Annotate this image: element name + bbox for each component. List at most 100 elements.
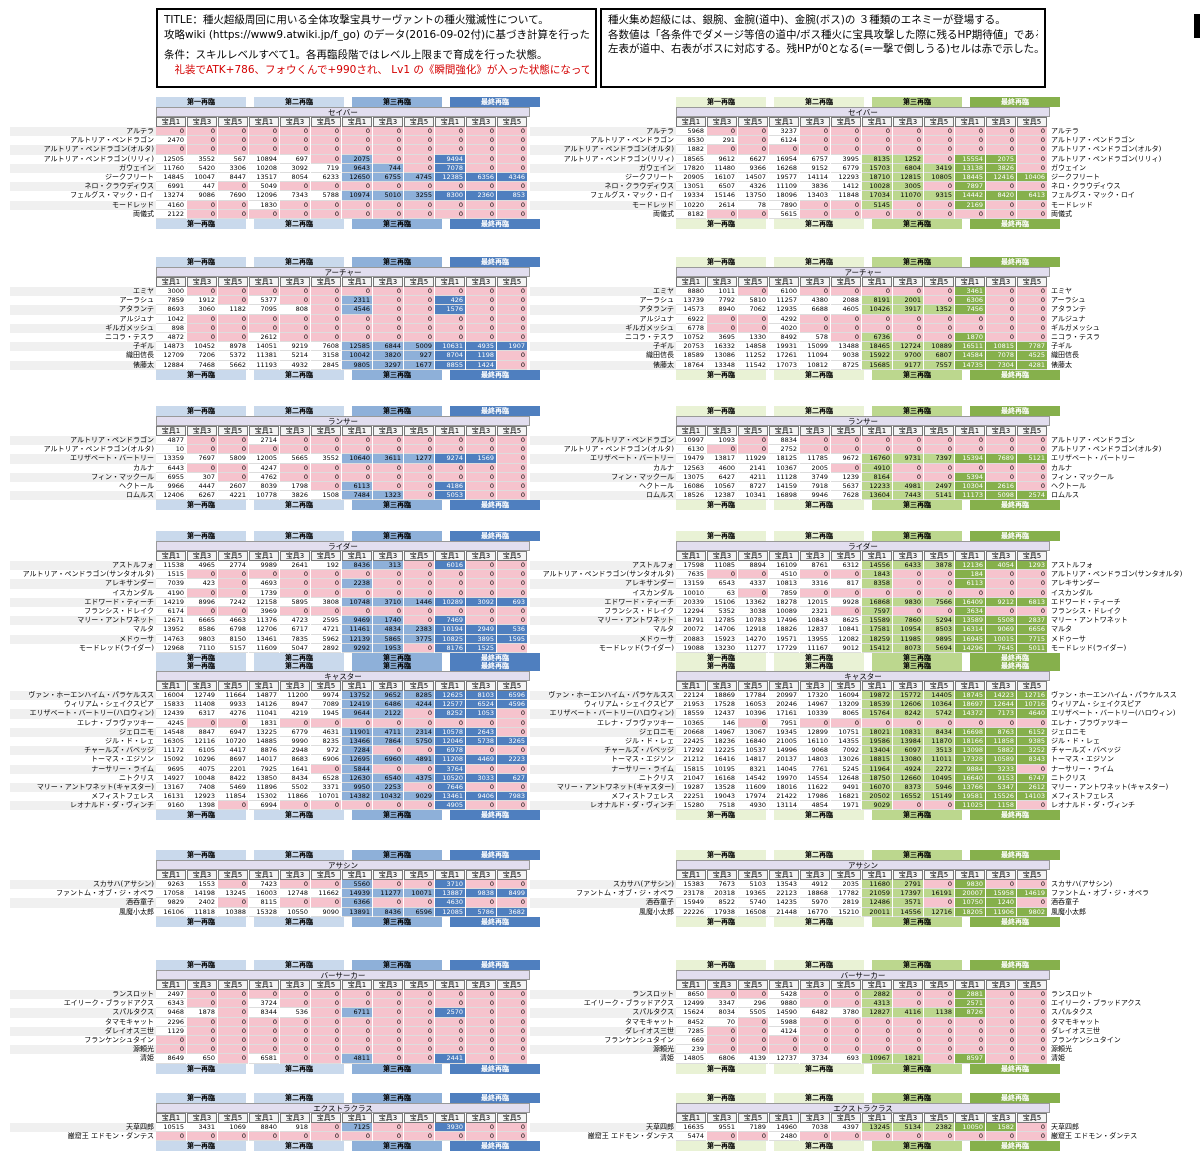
- hp-cell: 0: [497, 643, 527, 653]
- hp-cell: 0: [373, 898, 403, 908]
- stage-gap: [442, 500, 450, 510]
- hp-cell: 0: [435, 1035, 465, 1046]
- hp-cell: 0: [311, 200, 341, 210]
- servant-name: アルトリア・ペンドラゴン(サンタオルタ): [22, 570, 154, 579]
- np-header-cell: 宝具3: [893, 551, 923, 561]
- table-row: ファントム・オブ・ジ・オペラ 23178 20318 19365 22123 18868 1…: [530, 889, 1188, 899]
- stage-label: 最終再臨: [970, 500, 1060, 511]
- hp-cell: 0: [311, 1045, 341, 1055]
- hp-cell: 1870: [955, 332, 985, 343]
- stage-gap: [766, 1093, 774, 1103]
- hp-cell: 10831: [893, 727, 923, 737]
- servant-name: チャールズ・バベッジ: [10, 746, 156, 756]
- hp-cell: 13359: [156, 454, 186, 464]
- hp-cell: 1293: [1017, 561, 1047, 571]
- hp-cell: 20502: [862, 792, 892, 802]
- hp-cell: 7468: [187, 361, 217, 370]
- hp-cell: 15099: [800, 342, 830, 352]
- hp-cell: 13051: [676, 182, 706, 192]
- hp-cell: 0: [373, 1045, 403, 1055]
- hp-cell: 0: [311, 305, 341, 315]
- servant-name: 織田信長: [126, 351, 154, 360]
- hp-cell: 0: [738, 1017, 768, 1027]
- hp-cell: 0: [831, 200, 861, 210]
- hp-cell: 1739: [249, 589, 279, 598]
- hp-cell: 0: [1017, 182, 1047, 192]
- hp-cell: 4313: [862, 999, 892, 1009]
- hp-cell: 0: [893, 588, 923, 598]
- hp-cell: 10701: [311, 792, 341, 802]
- hp-cell: 11818: [187, 908, 217, 917]
- servant-name: ファントム・オブ・ジ・オペラ: [576, 889, 674, 898]
- hp-cell: 0: [893, 445, 923, 455]
- hp-cell: 423: [187, 579, 217, 589]
- hp-cell: 4854: [800, 801, 830, 811]
- table-field: 第一再臨 第二再臨 第三再臨 最終再臨 ランサー 宝具1 宝具3 宝具5 宝具1 宝具3 宝具5 宝具…: [10, 406, 540, 511]
- hp-cell: 0: [373, 200, 403, 210]
- hp-cell: 8763: [986, 727, 1016, 737]
- hp-cell: 0: [1017, 579, 1047, 589]
- np-header: 宝具1 宝具3 宝具5 宝具1 宝具3 宝具5 宝具1 宝具3 宝具5 宝具1 宝具3 宝具5: [156, 870, 540, 880]
- hp-cell: 0: [342, 570, 372, 580]
- table-row: ガウェイン 17820 11480 9366 16268 9152 6779 15703 680…: [530, 163, 1188, 173]
- servant-name: チャールズ・バベッジ: [1051, 746, 1121, 755]
- hp-cell: 5946: [924, 782, 954, 793]
- hp-cell: 1882: [676, 145, 706, 155]
- stage-gap: [442, 850, 450, 860]
- hp-cell: 0: [187, 1035, 217, 1046]
- stage-label: 第三再臨: [872, 1093, 962, 1103]
- servant-name: ランスロット: [10, 990, 156, 1000]
- scroll-edge-marker: [1194, 14, 1200, 38]
- hp-cell: 6665: [187, 616, 217, 626]
- servant-name: モードレッド(ライダー): [78, 643, 154, 652]
- hp-cell: 16109: [769, 561, 799, 571]
- hp-cell: 0: [924, 801, 954, 811]
- hp-cell: 0: [986, 570, 1016, 580]
- hp-cell: 17974: [738, 792, 768, 802]
- hp-cell: 0: [955, 209, 985, 219]
- hp-cell: 0: [218, 801, 248, 811]
- hp-cell: 10515: [156, 1123, 186, 1133]
- hp-cell: 0: [373, 472, 403, 482]
- hp-cell: 16003: [249, 889, 279, 899]
- hp-cell: 0: [497, 436, 527, 446]
- stage-gap: [962, 661, 970, 671]
- hp-cell: 0: [955, 145, 985, 155]
- hp-cell: 0: [435, 1132, 465, 1142]
- hp-cell: 16868: [862, 597, 892, 607]
- hp-cell: 0: [249, 445, 279, 455]
- hp-cell: 6778: [676, 324, 706, 333]
- servant-name: ロムルス: [530, 491, 676, 501]
- np-header-cell: 宝具3: [800, 1113, 830, 1123]
- hp-cell: 11094: [800, 351, 830, 361]
- table-row: チャールズ・バベッジ 11172 6105 4417 8876 2948 972 7284 0 0…: [10, 746, 540, 756]
- hp-cell: 0: [707, 145, 737, 155]
- hp-cell: 0: [862, 323, 892, 333]
- hp-cell: 0: [1017, 436, 1047, 446]
- stage-label: 第三再臨: [872, 257, 962, 267]
- servant-name: カルナ: [1051, 463, 1072, 472]
- hp-cell: 4745: [404, 172, 434, 183]
- hp-cell: 0: [404, 643, 434, 653]
- hp-cell: 3917: [893, 305, 923, 315]
- hp-cell: 11929: [738, 454, 768, 464]
- stage-label: 第一再臨: [156, 661, 246, 671]
- hp-cell: 2480: [769, 1132, 799, 1142]
- np-header-cell: 宝具3: [893, 117, 923, 127]
- hp-cell: 7125: [342, 1123, 372, 1133]
- table-row: 俵藤太 12884 7468 5662 11193 4932 2845 9805 3297 167…: [10, 360, 540, 370]
- servant-name: メドゥーサ: [1051, 634, 1086, 643]
- hp-cell: 21047: [676, 774, 706, 783]
- table-row: ジル・ド・レェ 16305 12116 10720 14885 9990 8235 13466…: [10, 736, 540, 747]
- hp-cell: 13403: [800, 191, 830, 201]
- hp-cell: 0: [707, 323, 737, 333]
- servant-name: アルトリア・ペンドラゴン(リリィ): [563, 154, 674, 163]
- np-header-cell: 宝具5: [831, 1113, 861, 1123]
- servant-name: エリザベート・バートリー: [530, 454, 676, 464]
- np-header-cell: 宝具3: [373, 277, 403, 287]
- hp-cell: 0: [466, 491, 496, 501]
- np-header-cell: 宝具1: [435, 681, 465, 691]
- hp-cell: 4905: [435, 801, 465, 811]
- hp-cell: 1252: [893, 154, 923, 164]
- hp-cell: 7078: [435, 163, 465, 173]
